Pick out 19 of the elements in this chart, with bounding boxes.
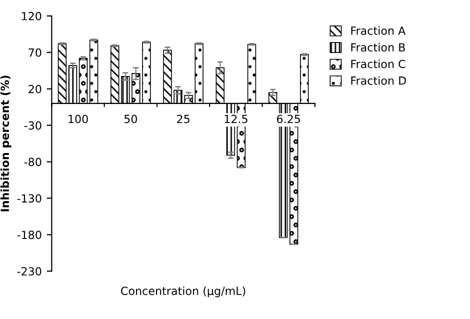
x-tick-label: 25 [177, 114, 190, 124]
legend-label: Fraction B [351, 42, 405, 52]
x-axis-title: Concentration (µg/mL) [121, 286, 246, 298]
y-tick-label: 70 [28, 48, 42, 57]
y-axis-title: Inhibition percent (%) [0, 76, 12, 212]
y-tick-label: 120 [22, 12, 42, 20]
legend-label: Fraction A [351, 26, 406, 35]
legend-label: Fraction D [351, 76, 406, 85]
y-tick-label: -180 [17, 230, 42, 240]
x-tick-label: 100 [68, 114, 88, 124]
y-tick-label: -80 [24, 158, 42, 166]
y-tick-label: -130 [17, 194, 42, 203]
x-tick-label: 12.5 [224, 114, 248, 124]
y-tick-label: -30 [24, 121, 42, 130]
x-tick-label: 6.25 [276, 114, 300, 124]
y-tick-label: 20 [28, 84, 42, 94]
y-tick-label: -230 [17, 267, 42, 276]
x-tick-label: 50 [124, 114, 137, 124]
legend-label: Fraction C [351, 60, 406, 68]
